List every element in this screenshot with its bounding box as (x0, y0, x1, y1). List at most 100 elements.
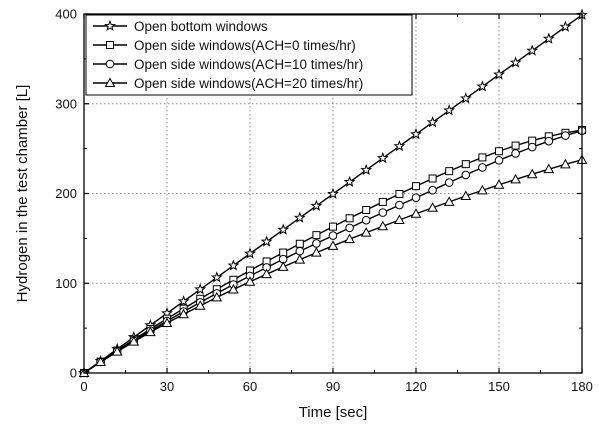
data-point (128, 336, 140, 346)
legend-swatch-marker (105, 59, 115, 69)
data-point (244, 276, 256, 286)
data-point (428, 174, 437, 183)
series-layer (78, 8, 588, 379)
data-point (345, 214, 354, 223)
data-point (361, 215, 371, 225)
data-point (310, 199, 323, 211)
data-point (478, 153, 487, 162)
data-point (277, 261, 289, 271)
legend-box (85, 14, 413, 96)
legend-item: Open side windows(ACH=0 times/hr) (93, 38, 356, 53)
data-point (329, 222, 337, 231)
data-point (194, 300, 206, 310)
data-point (443, 196, 455, 206)
data-point (544, 136, 554, 146)
data-point (444, 178, 454, 187)
data-point (362, 206, 371, 215)
data-point (561, 131, 570, 140)
data-point (509, 56, 522, 68)
data-point (411, 193, 421, 203)
y-tick-label: 100 (55, 276, 77, 291)
legend-item: Open side windows(ACH=20 times/hr) (93, 76, 363, 91)
data-point (527, 142, 537, 152)
data-point (427, 202, 438, 212)
data-point (343, 175, 356, 188)
data-point (493, 68, 505, 80)
data-point (344, 233, 355, 244)
x-tick-label: 30 (160, 379, 174, 394)
data-point (395, 200, 404, 210)
data-point (494, 155, 504, 165)
x-tick-label: 180 (571, 379, 593, 394)
data-point (511, 141, 520, 150)
data-point (227, 259, 240, 271)
legend-item: Open bottom windows (93, 19, 268, 34)
data-point (345, 223, 354, 233)
data-point (461, 170, 471, 180)
data-point (95, 356, 106, 367)
data-point (478, 163, 487, 172)
data-point (560, 158, 571, 169)
legend-label: Open side windows(ACH=20 times/hr) (134, 76, 363, 91)
data-point (410, 128, 422, 140)
legend-swatch-marker (104, 77, 116, 87)
data-point (360, 227, 372, 237)
legend-label: Open side windows(ACH=0 times/hr) (134, 38, 356, 53)
y-tick-label: 400 (55, 7, 77, 22)
y-tick-label: 200 (55, 186, 77, 201)
data-point (476, 80, 489, 92)
legend-swatch-marker (106, 41, 114, 49)
data-point (428, 185, 437, 195)
legend-label: Open side windows(ACH=10 times/hr) (134, 57, 363, 72)
data-point (228, 283, 239, 294)
data-point (376, 151, 389, 164)
legend-item: Open side windows(ACH=10 times/hr) (93, 57, 363, 72)
data-point (161, 317, 173, 328)
data-point (526, 44, 539, 56)
data-point (543, 163, 555, 174)
data-point (293, 211, 306, 223)
data-point (459, 92, 472, 104)
data-point (461, 160, 470, 169)
x-tick-label: 90 (326, 379, 340, 394)
legend: Open bottom windows Open side windows(ACH… (85, 14, 413, 96)
legend-label: Open bottom windows (134, 19, 268, 34)
x-tick-label: 0 (80, 379, 87, 394)
data-point (493, 179, 505, 189)
data-point (460, 190, 472, 201)
y-tick-label: 300 (55, 96, 77, 111)
data-point (327, 187, 339, 199)
y-axis-title: Hydrogen in the test chamber [L] (14, 85, 31, 303)
data-point (261, 268, 272, 279)
data-point (294, 254, 306, 264)
data-point (377, 220, 389, 231)
data-point (211, 291, 223, 302)
x-tick-label: 120 (405, 379, 427, 394)
legend-swatch-marker (104, 19, 116, 32)
data-point (145, 326, 156, 337)
data-point (542, 32, 555, 44)
data-point (510, 173, 521, 184)
data-point (260, 235, 273, 247)
data-point (378, 197, 387, 206)
data-point (394, 214, 405, 224)
data-point (360, 163, 373, 176)
data-point (295, 239, 304, 248)
data-point (378, 208, 388, 217)
data-point (495, 147, 503, 156)
x-tick-label: 150 (488, 379, 510, 394)
data-point (210, 271, 223, 283)
data-point (311, 247, 322, 257)
data-point (511, 149, 520, 158)
y-tick-label: 0 (70, 366, 77, 381)
data-point (111, 346, 123, 356)
data-point (328, 231, 338, 240)
data-point (477, 184, 488, 195)
data-point (445, 167, 454, 176)
data-point (295, 246, 305, 256)
data-point (244, 247, 256, 259)
data-point (393, 139, 406, 152)
data-point (277, 223, 290, 235)
